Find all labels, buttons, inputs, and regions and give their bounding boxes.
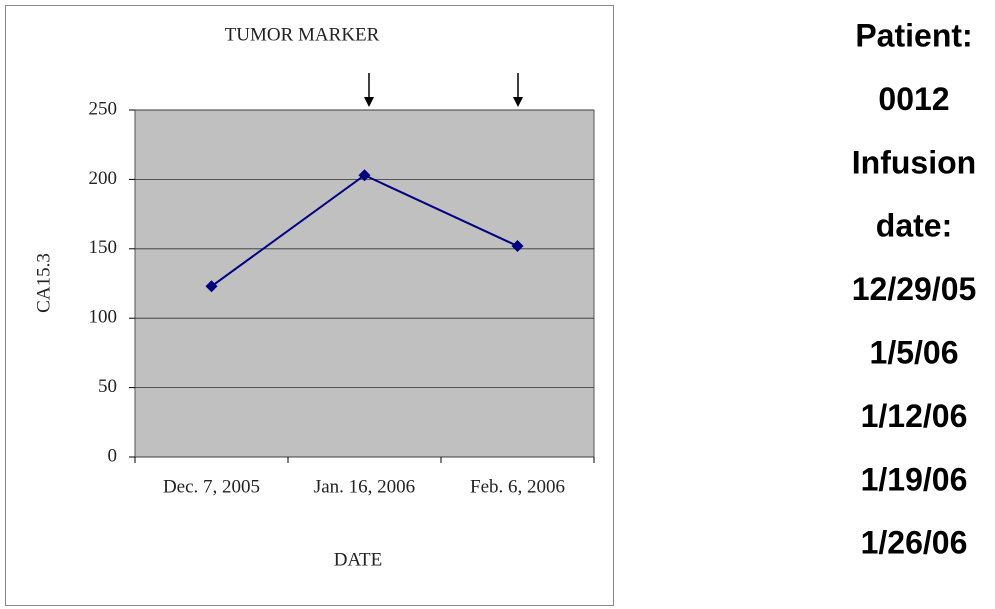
arrow bbox=[364, 73, 374, 107]
sidebar-line: 1/5/06 bbox=[870, 334, 959, 370]
y-tick-label: 150 bbox=[89, 237, 118, 258]
sidebar-line: Infusion bbox=[852, 144, 976, 180]
y-tick-label: 0 bbox=[108, 445, 118, 466]
x-tick-label: Dec. 7, 2005 bbox=[163, 476, 260, 497]
data-point bbox=[511, 240, 524, 253]
sidebar-line: date: bbox=[876, 208, 952, 244]
chart-title: TUMOR MARKER bbox=[225, 24, 380, 45]
data-point bbox=[358, 169, 371, 182]
sidebar: Patient: 0012 Infusion date: 12/29/05 1/5/06 1… bbox=[852, 17, 977, 560]
y-axis-label: CA15.3 bbox=[33, 253, 54, 313]
sidebar-line: 1/26/06 bbox=[861, 525, 968, 561]
y-tick-label: 100 bbox=[89, 307, 118, 328]
plot-area bbox=[134, 109, 595, 458]
sidebar-line: 0012 bbox=[878, 81, 949, 117]
sidebar-line: 1/12/06 bbox=[861, 398, 968, 434]
x-tick-label: Feb. 6, 2006 bbox=[470, 476, 565, 497]
y-tick-label: 200 bbox=[89, 168, 118, 189]
x-tick-label: Jan. 16, 2006 bbox=[314, 476, 415, 497]
x-axis-label: DATE bbox=[334, 549, 383, 570]
y-tick-label: 50 bbox=[98, 376, 117, 397]
sidebar-line: 1/19/06 bbox=[861, 461, 968, 497]
y-tick-label: 250 bbox=[89, 98, 118, 119]
sidebar-line: 12/29/05 bbox=[852, 271, 977, 307]
sidebar-line: Patient: bbox=[855, 17, 972, 53]
arrow bbox=[513, 73, 523, 107]
data-point bbox=[205, 280, 218, 293]
